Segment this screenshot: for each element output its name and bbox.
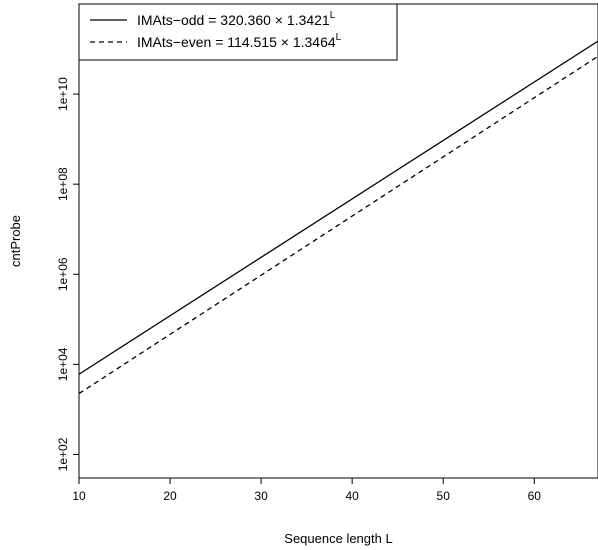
axes: 10 20 30 40 50 60 1e+02 1e+04 1e+06 1e+08 1e+10 Seq… — [8, 3, 598, 546]
legend-entry: IMAts−even = 114.515 × 1.3464L — [137, 32, 342, 50]
y-tick-label: 1e+04 — [56, 347, 70, 381]
series-line-even — [79, 55, 598, 395]
plot-area — [79, 40, 598, 395]
series-line-odd — [79, 40, 598, 375]
x-axis-title: Sequence length L — [284, 531, 392, 546]
legend-box — [78, 3, 398, 61]
x-tick-label: 60 — [528, 489, 542, 503]
plot-frame — [78, 3, 598, 479]
y-tick-label: 1e+08 — [56, 167, 70, 201]
x-tick-label: 30 — [254, 489, 268, 503]
x-tick-label: 50 — [437, 489, 451, 503]
y-tick-label: 1e+02 — [56, 437, 70, 471]
y-axis-title: cntProbe — [8, 215, 23, 267]
legend-entry: IMAts−odd = 320.360 × 1.3421L — [137, 10, 336, 28]
x-tick-label: 40 — [345, 489, 359, 503]
x-tick-label: 10 — [72, 489, 86, 503]
legend: IMAts−odd = 320.360 × 1.3421L IMAts−even … — [78, 3, 398, 61]
x-tick-label: 20 — [163, 489, 177, 503]
y-tick-label: 1e+06 — [56, 257, 70, 291]
y-tick-label: 1e+10 — [56, 77, 70, 111]
